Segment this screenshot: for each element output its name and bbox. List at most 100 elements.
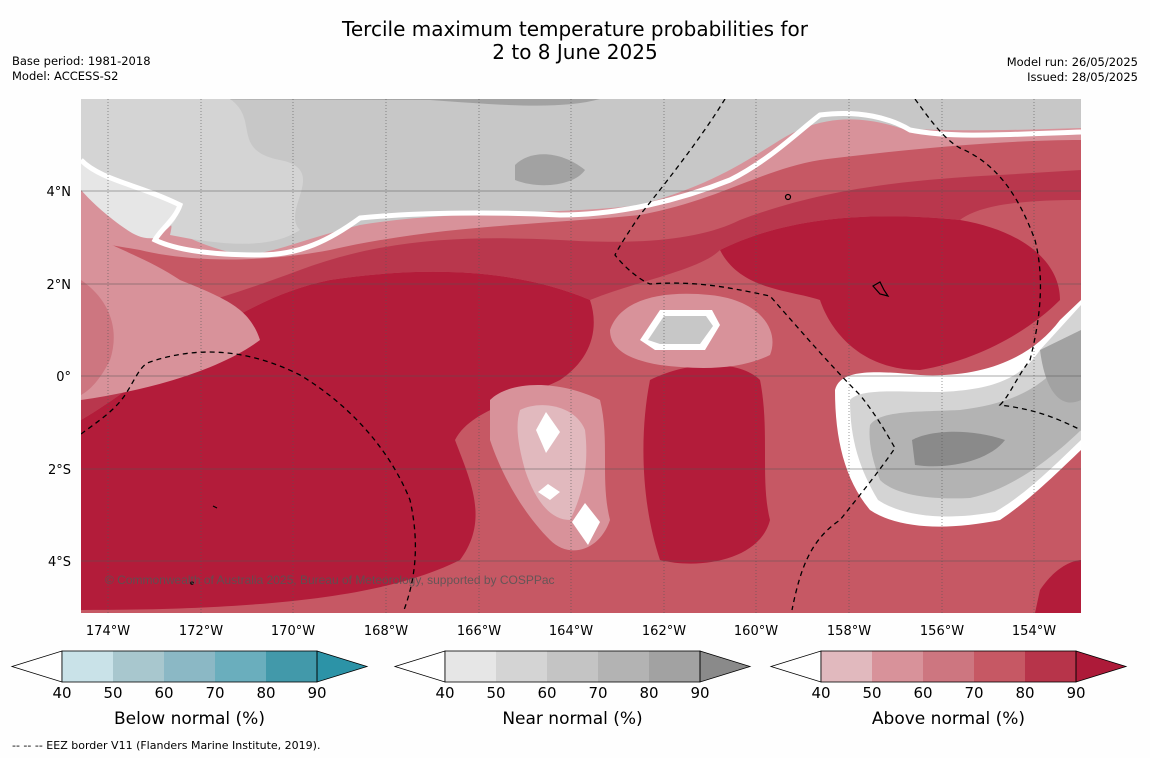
eez-border-east xyxy=(914,99,1081,431)
colorbar-segment xyxy=(445,651,496,682)
lon-label: 162°W xyxy=(642,624,686,639)
colorbar-max-extend xyxy=(316,650,369,683)
above-70-west xyxy=(81,280,114,395)
model-run: Model run: 26/05/2025 xyxy=(1006,55,1138,69)
lon-label: 168°W xyxy=(364,624,408,639)
issued-date: Issued: 28/05/2025 xyxy=(1027,70,1138,84)
colorbar-frame xyxy=(61,650,318,683)
colorbar-tick-label: 40 xyxy=(435,684,455,702)
near-80-east-edge xyxy=(1040,330,1081,403)
colorbar-segment xyxy=(923,651,974,682)
zero-island-c xyxy=(572,503,600,545)
meta-left: Base period: 1981-2018 Model: ACCESS-S2 xyxy=(12,54,151,84)
island-small-1 xyxy=(212,505,218,509)
colorbar-tick-label: 80 xyxy=(639,684,659,702)
colorbar-segment xyxy=(872,651,923,682)
above-60-west xyxy=(81,230,260,400)
colorbar-segment xyxy=(821,651,872,682)
colorbar-tick-label: 80 xyxy=(256,684,276,702)
colorbar-segment xyxy=(974,651,1025,682)
near-50-northwest xyxy=(81,99,304,244)
colorbar-segment xyxy=(496,651,547,682)
colorbar-frame xyxy=(820,650,1077,683)
eez-border-center xyxy=(614,99,896,611)
above-90-center xyxy=(643,365,770,564)
colorbar-below xyxy=(10,650,369,683)
lon-label: 172°W xyxy=(179,624,223,639)
colorbar-tick-label: 80 xyxy=(1015,684,1035,702)
near-40-northwest xyxy=(81,160,179,239)
colorbar-tick-label: 70 xyxy=(964,684,984,702)
colorbar-title-below: Below normal (%) xyxy=(114,709,265,729)
colorbar-tick-label: 60 xyxy=(154,684,174,702)
lon-label: 164°W xyxy=(549,624,593,639)
colorbar-title-above: Above normal (%) xyxy=(871,709,1026,729)
near-70-blob xyxy=(515,154,585,186)
colorbar-min-extend xyxy=(393,650,446,683)
zero-boundary-north xyxy=(81,110,1081,258)
colorbar-max-extend xyxy=(699,650,752,683)
colorbar-segment xyxy=(113,651,164,682)
colorbar-segment xyxy=(266,651,317,682)
colorbar-tick-label: 90 xyxy=(1066,684,1086,702)
colorbar-tick-label: 60 xyxy=(537,684,557,702)
above-50-center-south xyxy=(517,405,587,520)
colorbar-above xyxy=(769,650,1128,683)
lon-label: 160°W xyxy=(734,624,778,639)
lat-label: 0° xyxy=(56,370,71,385)
island-small-2 xyxy=(190,581,194,585)
eez-note: -- -- -- EEZ border V11 (Flanders Marine… xyxy=(12,739,321,752)
lon-label: 158°W xyxy=(827,624,871,639)
lon-label: 170°W xyxy=(271,624,315,639)
graticule xyxy=(81,99,1081,613)
island-tabuaeran xyxy=(784,193,792,201)
colorbar-tick-label: 70 xyxy=(205,684,225,702)
lon-label: 156°W xyxy=(920,624,964,639)
colorbar-segment xyxy=(164,651,215,682)
lon-labels: 174°W 172°W 170°W 168°W 166°W 164°W 162°… xyxy=(86,624,1056,639)
lat-label: 4°S xyxy=(48,555,71,570)
island-kiritimati xyxy=(872,281,890,297)
colorbar-tick-label: 90 xyxy=(307,684,327,702)
base-period: Base period: 1981-2018 xyxy=(12,54,151,68)
colorbar-tick-label: 50 xyxy=(862,684,882,702)
colorbar-tick-label: 90 xyxy=(690,684,710,702)
model-name: Model: ACCESS-S2 xyxy=(12,69,119,83)
near-70-north xyxy=(81,99,600,106)
colorbar-segment xyxy=(62,651,113,682)
near-90-east xyxy=(912,431,1005,467)
title-line-1: Tercile maximum temperature probabilitie… xyxy=(342,17,808,41)
colorbar-tick-label: 50 xyxy=(486,684,506,702)
zero-island-b xyxy=(538,484,560,500)
colorbar-segment xyxy=(1025,651,1076,682)
islands xyxy=(190,193,890,585)
chart-title: Tercile maximum temperature probabilitie… xyxy=(0,18,1150,64)
colorbar-tick-label: 50 xyxy=(103,684,123,702)
colorbar-title-near: Near normal (%) xyxy=(502,709,643,729)
meta-right: Model run: 26/05/2025 Issued: 28/05/2025 xyxy=(1007,55,1138,85)
lon-label: 166°W xyxy=(457,624,501,639)
colorbar-segment xyxy=(649,651,700,682)
colorbar-segment xyxy=(547,651,598,682)
colorbar-segment xyxy=(598,651,649,682)
colorbar-min-extend xyxy=(769,650,822,683)
colorbar-tick-label: 70 xyxy=(588,684,608,702)
copyright-text: © Commonwealth of Australia 2025, Bureau… xyxy=(105,573,555,587)
near-normal-north xyxy=(81,99,1081,255)
lat-label: 4°N xyxy=(47,185,72,200)
colorbar-tick-label: 40 xyxy=(811,684,831,702)
lon-label: 154°W xyxy=(1012,624,1056,639)
colorbar-segment xyxy=(215,651,266,682)
eez-borders xyxy=(81,99,1081,611)
title-line-2: 2 to 8 June 2025 xyxy=(492,40,658,64)
colorbar-tick-label: 40 xyxy=(52,684,72,702)
zero-island-a xyxy=(536,412,560,453)
above-90-se xyxy=(1035,560,1081,613)
lat-label: 2°N xyxy=(47,278,72,293)
lat-label: 2°S xyxy=(48,463,71,478)
lat-labels: 4°N 2°N 0° 2°S 4°S xyxy=(47,185,72,570)
colorbars xyxy=(10,650,1128,683)
colorbar-near xyxy=(393,650,752,683)
colorbar-min-extend xyxy=(10,650,63,683)
